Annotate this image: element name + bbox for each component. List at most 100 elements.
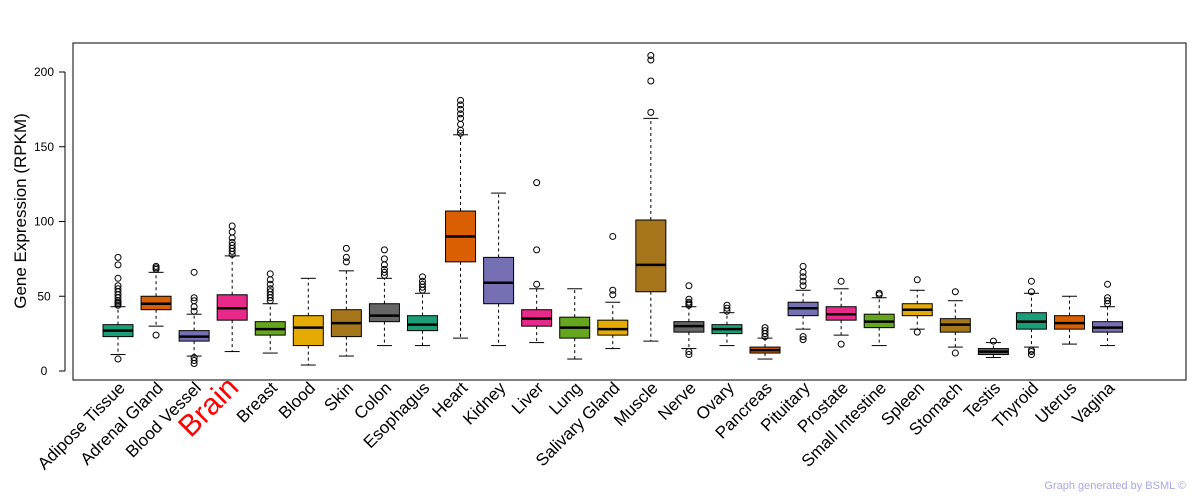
outlier-point [228, 234, 236, 242]
outlier-point [190, 268, 198, 276]
outlier-point [647, 77, 655, 85]
outlier-point [380, 268, 388, 276]
box-series [102, 52, 1124, 368]
x-tick-label: Vagina [1068, 378, 1118, 428]
outlier-point [913, 328, 921, 336]
y-tick-label: 50 [37, 289, 51, 303]
outlier-point [685, 282, 693, 290]
plot-area-frame [72, 42, 1187, 381]
y-axis: 0 50 100 150 200 [34, 65, 66, 378]
outlier-point [266, 276, 274, 284]
x-tick-label: Blood [275, 378, 319, 422]
box-brain [216, 222, 248, 353]
outlier-point [380, 246, 388, 254]
outlier-point [114, 282, 122, 290]
box-ovary [711, 301, 743, 347]
outlier-point [190, 303, 198, 311]
box-spleen [901, 276, 933, 336]
outlier-point [380, 255, 388, 263]
outlier-point [761, 327, 769, 335]
box-uterus [1054, 295, 1085, 345]
box-blood-vessel [178, 268, 210, 368]
outlier-point [609, 232, 617, 240]
box-nerve [673, 282, 705, 359]
outlier-point [951, 288, 959, 296]
outlier-point [1027, 351, 1035, 359]
outlier-point [342, 244, 350, 252]
outlier-point [533, 179, 541, 187]
outlier-point [723, 301, 731, 309]
box-iqr [292, 315, 324, 347]
outlier-point [1027, 288, 1035, 296]
outlier-point [457, 105, 465, 113]
outlier-point [609, 291, 617, 299]
outlier-point [266, 288, 274, 296]
box-iqr [368, 303, 400, 323]
outlier-point [190, 297, 198, 305]
box-kidney [483, 192, 515, 347]
box-breast [254, 270, 286, 354]
outlier-point [114, 285, 122, 293]
x-tick-label: Kidney [459, 378, 510, 429]
y-axis-label: Gene Expression (RPKM) [11, 113, 30, 309]
outlier-point [1027, 277, 1035, 285]
box-skin [330, 244, 362, 357]
outlier-point [457, 110, 465, 118]
outlier-point [418, 273, 426, 281]
box-adrenal-gland [140, 262, 172, 339]
outlier-point [228, 238, 236, 246]
outlier-point [418, 277, 426, 285]
outlier-point [837, 277, 845, 285]
y-tick-label: 150 [34, 140, 54, 154]
y-tick-label: 100 [34, 215, 54, 229]
outlier-point [685, 348, 693, 356]
box-liver [521, 179, 553, 344]
outlier-point [152, 331, 160, 339]
outlier-point [266, 270, 274, 278]
box-colon [368, 246, 400, 347]
outlier-point [837, 340, 845, 348]
outlier-point [647, 108, 655, 116]
box-iqr [483, 256, 515, 305]
box-stomach [939, 288, 971, 357]
outlier-point [380, 261, 388, 269]
outlier-point [761, 324, 769, 332]
outlier-point [799, 336, 807, 344]
outlier-point [114, 274, 122, 282]
box-adipose-tissue [102, 253, 134, 363]
outlier-point [799, 282, 807, 290]
outlier-point [228, 222, 236, 230]
outlier-point [647, 56, 655, 64]
y-tick-label: 0 [41, 364, 48, 378]
box-iqr [406, 315, 438, 332]
outlier-point [457, 114, 465, 122]
outlier-point [380, 265, 388, 273]
box-prostate [825, 277, 857, 348]
x-tick-label: Breast [233, 378, 281, 426]
outlier-point [418, 280, 426, 288]
box-thyroid [1015, 277, 1047, 359]
outlier-point [533, 280, 541, 288]
box-pituitary [787, 262, 819, 344]
outlier-point [190, 307, 198, 315]
outlier-point [114, 355, 122, 363]
outlier-point [114, 261, 122, 269]
outlier-point [114, 253, 122, 261]
box-esophagus [406, 273, 438, 347]
outlier-point [685, 295, 693, 303]
box-iqr [597, 319, 629, 336]
x-tick-label: Liver [508, 378, 548, 418]
outlier-point [685, 298, 693, 306]
outlier-point [875, 289, 883, 297]
outlier-point [1027, 346, 1035, 354]
outlier-point [799, 268, 807, 276]
box-lung [559, 288, 591, 360]
outlier-point [609, 286, 617, 294]
outlier-point [190, 357, 198, 365]
box-muscle [635, 52, 667, 342]
outlier-point [342, 253, 350, 261]
outlier-point [951, 349, 959, 357]
outlier-point [799, 333, 807, 341]
